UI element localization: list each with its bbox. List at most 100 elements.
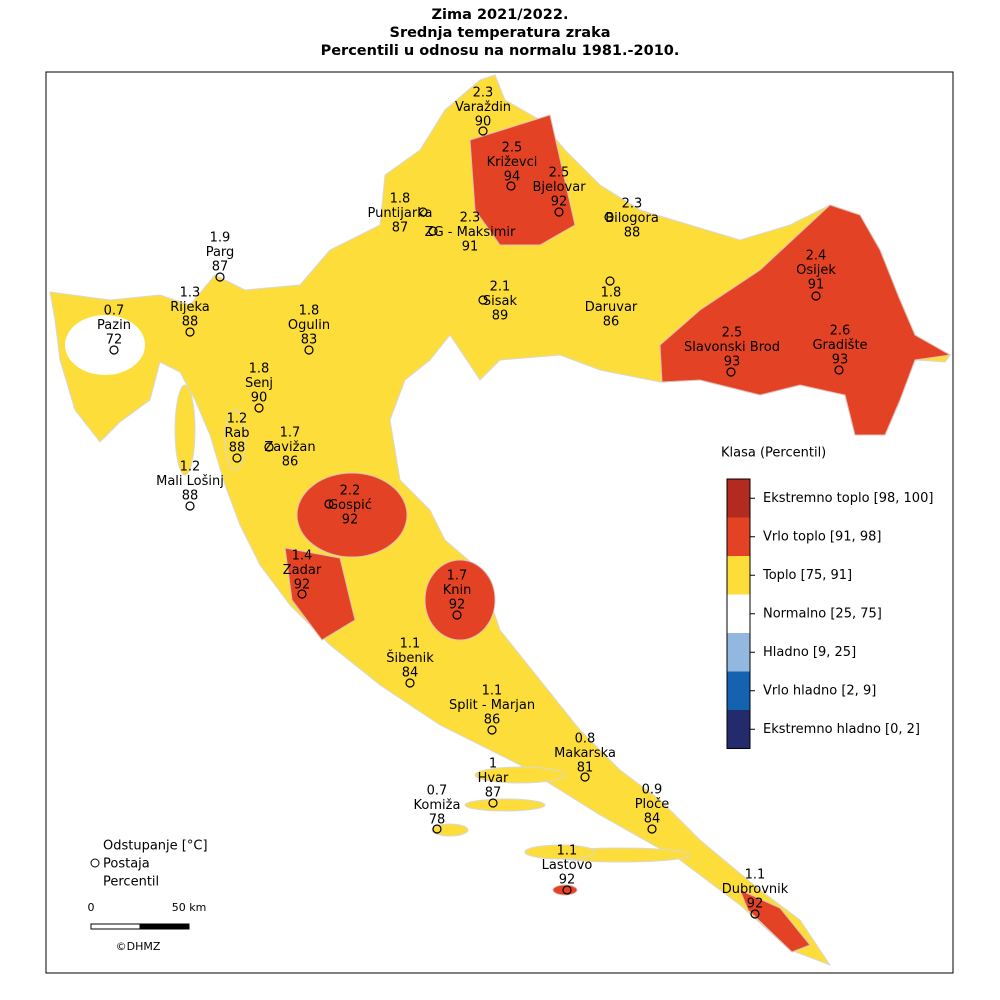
station-deviation: 2.3	[622, 197, 643, 212]
station-name: Osijek	[796, 263, 836, 278]
station-name: Rab	[225, 426, 250, 441]
station-percentile: 72	[106, 333, 123, 348]
station-percentile: 90	[475, 115, 492, 130]
station-deviation: 1.7	[280, 426, 301, 441]
station-marker	[834, 365, 844, 375]
station-percentile: 93	[832, 353, 849, 368]
station-marker	[554, 207, 564, 217]
station-name: Dubrovnik	[722, 882, 789, 897]
station-deviation: 1.2	[180, 460, 201, 475]
station-marker	[562, 885, 572, 895]
station-marker	[580, 772, 590, 782]
station-deviation: 1.4	[292, 549, 313, 564]
scale-end: 50 km	[172, 901, 207, 914]
legend-label: Toplo [75, 91]	[762, 568, 852, 583]
key-percentile: Percentil	[103, 875, 159, 890]
station-marker	[487, 725, 497, 735]
station-percentile: 86	[484, 713, 501, 728]
station-deviation: 0.9	[642, 783, 663, 798]
station-deviation: 1.8	[390, 192, 411, 207]
station-percentile: 92	[294, 578, 311, 593]
station-marker	[232, 453, 242, 463]
station-name: Split - Marjan	[449, 698, 535, 713]
station-percentile: 87	[392, 221, 409, 236]
station-deviation: 1	[489, 757, 497, 772]
station-marker	[324, 499, 334, 509]
station-marker	[428, 226, 438, 236]
station-deviation: 1.1	[400, 637, 421, 652]
legend-label: Vrlo toplo [91, 98]	[763, 529, 881, 544]
station-percentile: 88	[229, 441, 246, 456]
station-percentile: 88	[182, 489, 199, 504]
station-marker	[109, 345, 119, 355]
station-marker	[264, 442, 274, 452]
station-deviation: 2.3	[460, 211, 481, 226]
station-name: ZG - Maksimir	[425, 225, 516, 240]
station-marker	[304, 345, 314, 355]
station-percentile: 86	[603, 315, 620, 330]
station-marker	[405, 678, 415, 688]
station-name: Komiža	[414, 798, 461, 813]
station-deviation: 2.2	[340, 484, 361, 499]
scale-bar	[90, 923, 141, 930]
land	[49, 74, 952, 967]
station-deviation: 1.1	[557, 844, 578, 859]
station-marker	[604, 212, 614, 222]
station-deviation: 2.5	[549, 166, 570, 181]
station-percentile: 83	[301, 333, 318, 348]
station-name: Knin	[443, 583, 472, 598]
station-marker	[478, 295, 488, 305]
key-station: Postaja	[103, 857, 150, 872]
title: Zima 2021/2022.	[432, 7, 569, 23]
station-marker	[605, 276, 615, 286]
station-name: Sisak	[483, 294, 518, 309]
station-deviation: 1.8	[299, 304, 320, 319]
station-name: Bjelovar	[532, 180, 586, 195]
station-name: Šibenik	[386, 650, 434, 666]
station-name: Parg	[206, 245, 235, 260]
legend-frame	[726, 478, 751, 749]
scale-bar	[139, 923, 190, 930]
station-deviation: 2.3	[473, 86, 494, 101]
station-deviation: 0.7	[427, 784, 448, 799]
map-frame	[45, 71, 954, 974]
legend-swatch	[727, 633, 750, 672]
station-percentile: 92	[342, 513, 359, 528]
station-marker	[750, 909, 760, 919]
station-deviation: 1.8	[249, 362, 270, 377]
station-name: Makarska	[554, 746, 616, 761]
station-marker	[726, 367, 736, 377]
station-name: Lastovo	[542, 858, 593, 873]
station-percentile: 88	[182, 315, 199, 330]
title: Srednja temperatura zraka	[390, 25, 611, 41]
station-percentile: 92	[449, 598, 466, 613]
legend-swatch	[727, 479, 750, 518]
station-marker	[185, 327, 195, 337]
legend-swatch	[727, 517, 750, 556]
station-deviation: 1.7	[447, 569, 468, 584]
station-percentile: 88	[624, 226, 641, 241]
station-percentile: 81	[577, 761, 594, 776]
station-marker	[432, 824, 442, 834]
station-deviation: 2.5	[502, 141, 523, 156]
station-deviation: 0.8	[575, 732, 596, 747]
station-name: Slavonski Brod	[684, 340, 780, 355]
station-marker	[506, 181, 516, 191]
legend-title: Klasa (Percentil)	[721, 446, 826, 461]
station-deviation: 1.1	[745, 868, 766, 883]
station-deviation: 2.5	[722, 326, 743, 341]
station-name: Zadar	[283, 563, 322, 578]
legend-swatch	[727, 594, 750, 633]
station-marker	[418, 207, 428, 217]
station-name: Senj	[245, 376, 273, 391]
legend-swatch	[727, 710, 750, 749]
station-percentile: 84	[644, 812, 661, 827]
station-percentile: 78	[429, 813, 446, 828]
station-name: Rijeka	[170, 300, 210, 315]
legend-label: Vrlo hladno [2, 9]	[763, 683, 876, 698]
station-marker	[478, 126, 488, 136]
station-marker	[488, 798, 498, 808]
station-marker	[215, 272, 225, 282]
station-name: Gradište	[812, 338, 867, 353]
